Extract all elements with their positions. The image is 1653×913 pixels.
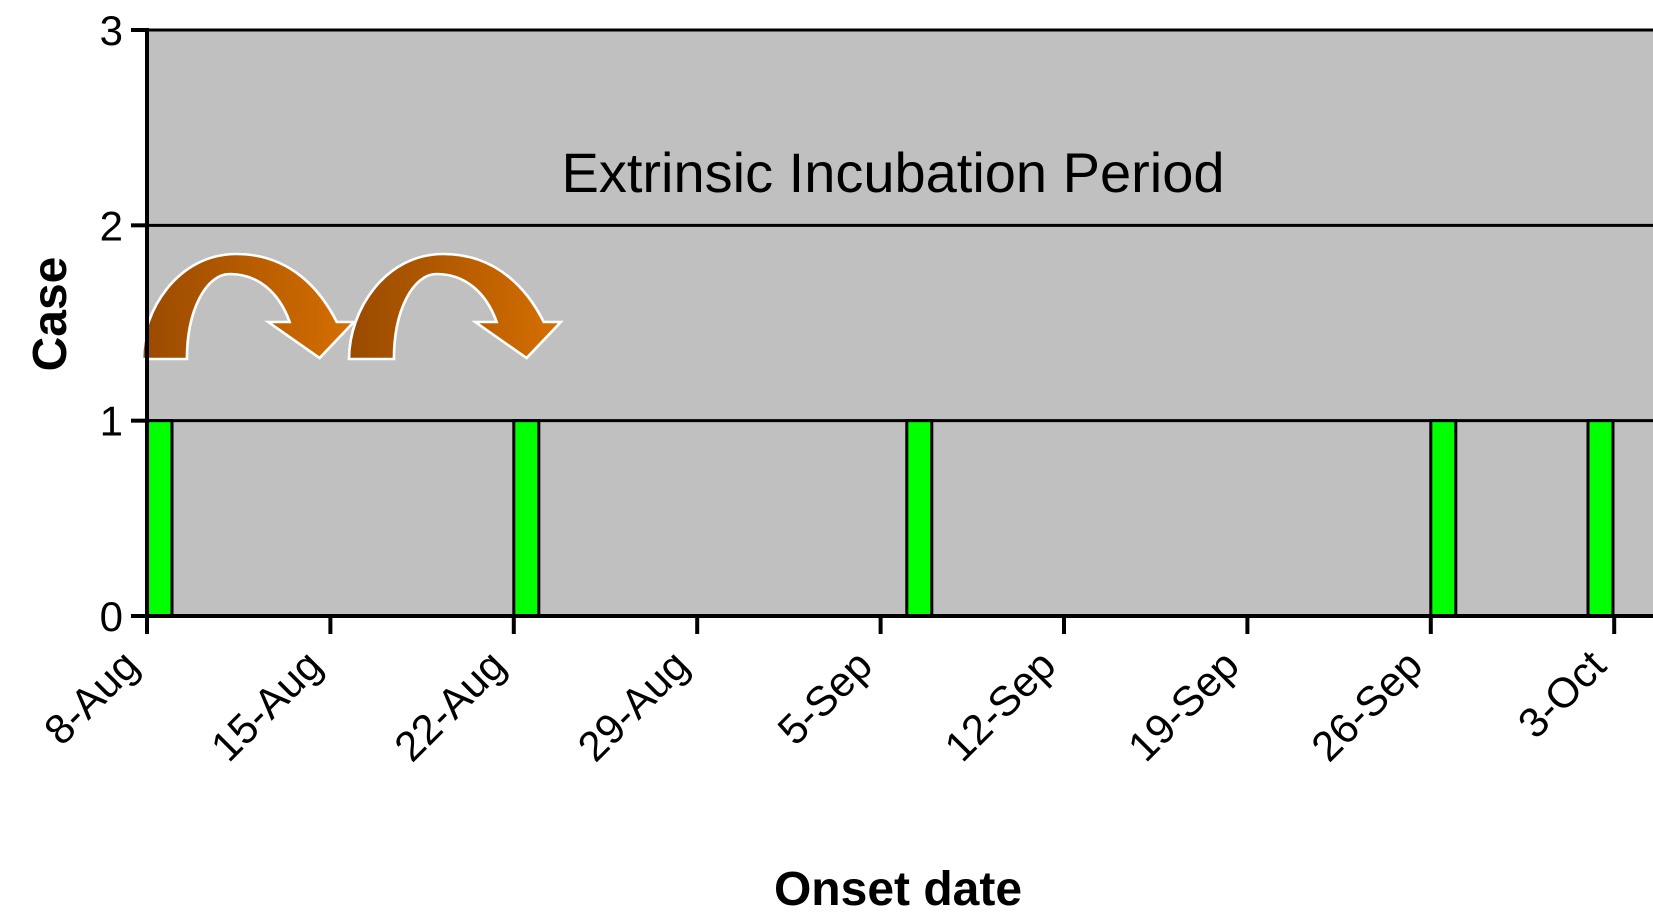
bar bbox=[1586, 419, 1615, 618]
curved-arrow-icon bbox=[347, 252, 564, 361]
x-tick-label: 3-Oct bbox=[1509, 641, 1615, 747]
x-tick-label: 12-Sep bbox=[935, 641, 1064, 770]
y-tick-label: 2 bbox=[100, 202, 123, 249]
bar bbox=[512, 419, 541, 618]
x-tick-label: 29-Aug bbox=[569, 641, 698, 770]
x-tick-label: 26-Sep bbox=[1302, 641, 1431, 770]
bar bbox=[1429, 419, 1458, 618]
y-tick-label: 3 bbox=[100, 7, 123, 54]
x-axis-title: Onset date bbox=[774, 863, 1022, 913]
x-tick-label: 19-Sep bbox=[1119, 641, 1248, 770]
bar bbox=[905, 419, 934, 618]
x-tick-label: 5-Sep bbox=[768, 641, 880, 753]
curved-arrow-icon bbox=[140, 252, 357, 361]
y-axis-title: Case bbox=[24, 257, 77, 372]
x-tick-label: 22-Aug bbox=[385, 641, 514, 770]
x-tick-label: 8-Aug bbox=[35, 641, 147, 753]
y-tick-label: 0 bbox=[100, 593, 123, 640]
bar bbox=[145, 419, 174, 618]
y-tick-label: 1 bbox=[100, 398, 123, 445]
x-tick-label: 15-Aug bbox=[202, 641, 331, 770]
annotation-label: Extrinsic Incubation Period bbox=[561, 141, 1224, 204]
